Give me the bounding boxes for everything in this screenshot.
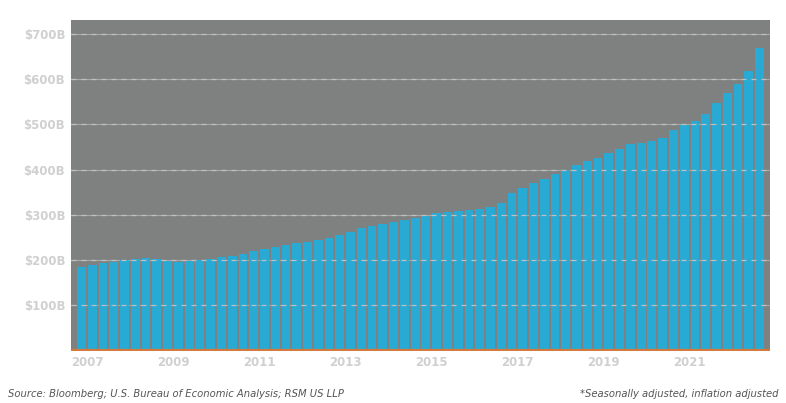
Bar	[508, 193, 516, 351]
Bar	[583, 161, 592, 351]
Bar	[120, 260, 129, 351]
Bar	[421, 216, 430, 351]
Bar	[206, 259, 215, 351]
Text: Source: Bloomberg; U.S. Bureau of Economic Analysis; RSM US LLP: Source: Bloomberg; U.S. Bureau of Econom…	[8, 389, 343, 399]
Bar	[357, 229, 365, 351]
Bar	[604, 153, 613, 351]
Bar	[411, 218, 420, 351]
Bar	[314, 240, 323, 351]
Bar	[228, 256, 237, 351]
Bar	[486, 207, 495, 351]
Bar	[744, 71, 753, 351]
Bar	[755, 48, 764, 351]
Bar	[432, 214, 441, 351]
Bar	[443, 212, 452, 351]
Bar	[454, 211, 463, 351]
Bar	[217, 258, 226, 351]
Bar	[400, 220, 409, 351]
Bar	[497, 203, 505, 351]
Bar	[669, 130, 678, 351]
Bar	[292, 243, 301, 351]
Bar	[346, 232, 355, 351]
Bar	[271, 247, 280, 351]
Bar	[691, 120, 700, 351]
Bar	[518, 188, 527, 351]
Bar	[109, 262, 118, 351]
Bar	[141, 258, 150, 351]
Bar	[733, 85, 743, 351]
Bar	[465, 210, 473, 351]
Bar	[712, 102, 721, 351]
Bar	[163, 261, 172, 351]
Bar	[325, 238, 333, 351]
Bar	[701, 114, 710, 351]
Bar	[593, 158, 603, 351]
Bar	[88, 265, 97, 351]
Bar	[389, 222, 398, 351]
Bar	[249, 251, 258, 351]
Bar	[77, 267, 86, 351]
Bar	[648, 141, 656, 351]
Bar	[658, 138, 667, 351]
Bar	[637, 143, 645, 351]
Bar	[561, 170, 570, 351]
Bar	[615, 149, 624, 351]
Bar	[336, 235, 344, 351]
Bar	[626, 144, 635, 351]
Bar	[98, 263, 108, 351]
Bar	[680, 125, 689, 351]
Bar	[260, 249, 269, 351]
Bar	[238, 254, 248, 351]
Bar	[174, 262, 183, 351]
Text: *Seasonally adjusted, inflation adjusted: *Seasonally adjusted, inflation adjusted	[579, 389, 778, 399]
Bar	[572, 165, 581, 351]
Bar	[540, 179, 549, 351]
Bar	[281, 245, 290, 351]
Bar	[196, 260, 204, 351]
Bar	[185, 261, 193, 351]
Bar	[131, 259, 140, 351]
Bar	[529, 183, 538, 351]
Bar	[551, 174, 560, 351]
Bar	[378, 224, 387, 351]
Bar	[368, 226, 376, 351]
Bar	[723, 93, 732, 351]
Bar	[303, 241, 312, 351]
Bar	[476, 209, 484, 351]
Bar	[152, 259, 161, 351]
